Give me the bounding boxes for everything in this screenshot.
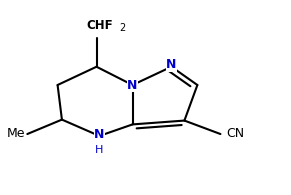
Text: N: N [94,129,104,142]
Text: CHF: CHF [86,19,113,32]
Text: CN: CN [226,127,244,140]
Text: Me: Me [7,127,25,140]
Text: 2: 2 [119,23,125,33]
Text: H: H [95,145,104,155]
Text: N: N [166,58,177,71]
Text: N: N [127,79,138,91]
